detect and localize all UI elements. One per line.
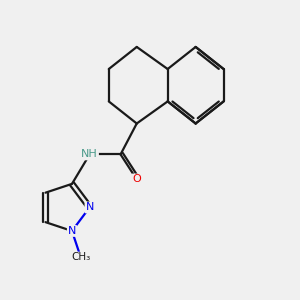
Text: N: N: [85, 202, 94, 212]
Text: NH: NH: [81, 149, 98, 159]
Text: CH₃: CH₃: [71, 253, 90, 262]
Text: O: O: [132, 174, 141, 184]
Text: N: N: [68, 226, 76, 236]
